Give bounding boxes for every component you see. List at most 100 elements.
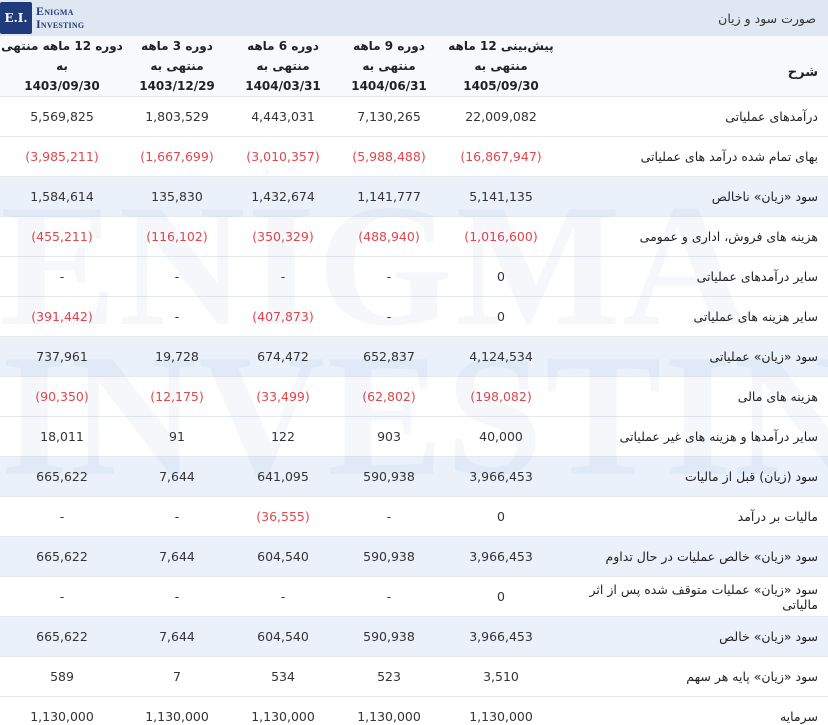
table-row: سایر درآمدها و هزینه های غیر عملیاتی 40,0… (0, 417, 828, 457)
table-cell: (16,867,947) (460, 149, 542, 164)
table-row: سود «زیان» عملیاتی 4,124,534 652,837 674,47… (0, 336, 828, 377)
table-cell: 665,622 (36, 629, 88, 644)
table-row: سود (زیان) قبل از مالیات 3,966,453 590,938… (0, 456, 828, 497)
table-cell: 0 (497, 269, 505, 284)
table-cell: 1,130,000 (357, 709, 421, 724)
column-header-period: دوره 9 ماهه منتهی به (353, 39, 425, 73)
column-header-12-month[interactable]: دوره 12 ماهه منتهی به 1403/09/30 (0, 36, 124, 97)
column-header-period: دوره 6 ماهه منتهی به (247, 39, 319, 73)
table-cell: 22,009,082 (465, 109, 537, 124)
table-row: سود «زیان» عملیات متوقف شده پس از اثر ما… (0, 577, 828, 617)
table-cell: - (280, 269, 286, 284)
table-row: سود «زیان» پایه هر سهم 3,510 523 534 7 589 (0, 657, 828, 697)
table-cell: 3,510 (483, 669, 519, 684)
table-row: هزینه های مالی (198,082) (62,802) (33,499) (… (0, 377, 828, 417)
column-header-date: 1405/09/30 (463, 79, 539, 93)
table-cell: 1,803,529 (145, 109, 209, 124)
table-cell: 1,130,000 (30, 709, 94, 724)
row-label: سرمایه (779, 709, 818, 724)
table-cell: 534 (271, 669, 295, 684)
table-cell: 903 (377, 429, 401, 444)
table-cell: 7,644 (159, 469, 195, 484)
row-label: سود «زیان» پایه هر سهم (686, 669, 818, 684)
table-row: سود «زیان» خالص 3,966,453 590,938 604,540 7,… (0, 616, 828, 657)
table-cell: - (386, 589, 392, 604)
table-row: سایر درآمدهای عملیاتی 0 - - - - (0, 257, 828, 297)
table-cell: 7,644 (159, 629, 195, 644)
table-cell: 1,141,777 (357, 189, 421, 204)
table-cell: (3,985,211) (25, 149, 99, 164)
brand-logo[interactable]: E.I. Enigma Investing (0, 1, 84, 35)
table-cell: - (59, 589, 65, 604)
table-header-row: شرح پیش‌بینی 12 ماهه منتهی به 1405/09/30… (0, 36, 828, 97)
table-cell: 4,443,031 (251, 109, 315, 124)
table-row: مالیات بر درآمد 0 - (36,555) - - (0, 497, 828, 537)
table-cell: 3,966,453 (469, 549, 533, 564)
table-cell: - (386, 509, 392, 524)
table-cell: 590,938 (363, 549, 415, 564)
column-header-9-month[interactable]: دوره 9 ماهه منتهی به 1404/06/31 (336, 36, 442, 97)
logo-line-2: Investing (36, 17, 85, 31)
income-statement-table: شرح پیش‌بینی 12 ماهه منتهی به 1405/09/30… (0, 36, 828, 725)
table-cell: 665,622 (36, 469, 88, 484)
table-cell: 7 (173, 669, 181, 684)
table-cell: 737,961 (36, 349, 88, 364)
table-cell: 652,837 (363, 349, 415, 364)
table-cell: - (386, 309, 392, 324)
table-cell: 1,130,000 (145, 709, 209, 724)
table-cell: - (174, 269, 180, 284)
column-header-date: 1404/06/31 (351, 79, 427, 93)
table-cell: 0 (497, 509, 505, 524)
table-cell: - (59, 269, 65, 284)
table-cell: 665,622 (36, 549, 88, 564)
table-row: سود «زیان» خالص عملیات در حال تداوم 3,966… (0, 536, 828, 577)
row-label: سود «زیان» خالص (719, 629, 818, 644)
column-header-date: 1403/09/30 (24, 79, 100, 93)
table-cell: (90,350) (35, 389, 89, 404)
table-row: بهای تمام شده درآمد های عملیاتی (16,867,9… (0, 137, 828, 177)
table-cell: 590,938 (363, 629, 415, 644)
table-cell: - (174, 589, 180, 604)
table-cell: (455,211) (31, 229, 93, 244)
row-label: هزینه های فروش، اداری و عمومی (639, 229, 818, 244)
table-row: درآمدهای عملیاتی 22,009,082 7,130,265 4,443… (0, 97, 828, 137)
table-cell: (12,175) (150, 389, 204, 404)
income-statement-table-container: شرح پیش‌بینی 12 ماهه منتهی به 1405/09/30… (0, 36, 828, 725)
row-label: سود «زیان» عملیاتی (709, 349, 818, 364)
table-cell: 4,124,534 (469, 349, 533, 364)
table-cell: - (386, 269, 392, 284)
table-cell: - (59, 509, 65, 524)
table-row: سود «زیان» ناخالص 5,141,135 1,141,777 1,432… (0, 176, 828, 217)
column-header-3-month[interactable]: دوره 3 ماهه منتهی به 1403/12/29 (124, 36, 230, 97)
table-cell: 1,130,000 (469, 709, 533, 724)
table-row: هزینه های فروش، اداری و عمومی (1,016,600)… (0, 217, 828, 257)
table-cell: 0 (497, 589, 505, 604)
table-cell: 3,966,453 (469, 469, 533, 484)
table-cell: 3,966,453 (469, 629, 533, 644)
logo-line-1: Enigma (36, 4, 74, 18)
column-header-forecast[interactable]: پیش‌بینی 12 ماهه منتهی به 1405/09/30 (442, 36, 560, 97)
logo-initials: E.I. (0, 2, 32, 34)
table-cell: (391,442) (31, 309, 93, 324)
table-cell: 523 (377, 669, 401, 684)
page-title: صورت سود و زیان (718, 10, 816, 26)
table-cell: (116,102) (146, 229, 208, 244)
table-row: سرمایه 1,130,000 1,130,000 1,130,000 1,130,0… (0, 697, 828, 725)
column-header-6-month[interactable]: دوره 6 ماهه منتهی به 1404/03/31 (230, 36, 336, 97)
row-label: مالیات بر درآمد (737, 509, 818, 524)
table-cell: 7,644 (159, 549, 195, 564)
table-cell: 590,938 (363, 469, 415, 484)
table-cell: - (174, 509, 180, 524)
table-cell: 5,141,135 (469, 189, 533, 204)
table-cell: - (280, 589, 286, 604)
table-cell: 5,569,825 (30, 109, 94, 124)
table-cell: - (174, 309, 180, 324)
table-cell: 18,011 (40, 429, 84, 444)
row-label: بهای تمام شده درآمد های عملیاتی (640, 149, 818, 164)
table-cell: (5,988,488) (352, 149, 426, 164)
table-cell: 604,540 (257, 629, 309, 644)
table-body: درآمدهای عملیاتی 22,009,082 7,130,265 4,443… (0, 97, 828, 725)
table-cell: 135,830 (151, 189, 203, 204)
column-header-description: شرح (560, 36, 828, 97)
column-header-period: دوره 3 ماهه منتهی به (141, 39, 213, 73)
